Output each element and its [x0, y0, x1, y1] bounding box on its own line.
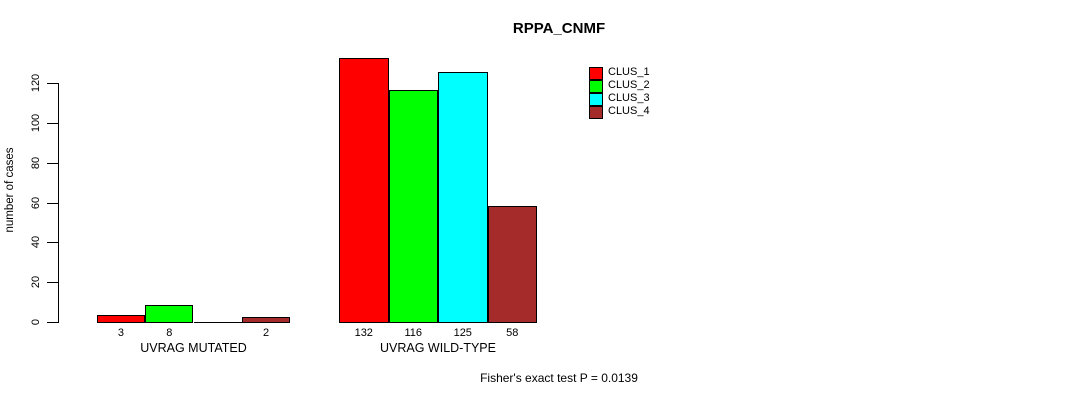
bar-value-label: 125 [453, 327, 472, 339]
bar-clus_2 [145, 305, 194, 323]
legend-swatch-clus_4 [589, 106, 603, 119]
bar-clus_1 [96, 315, 146, 323]
legend-swatch-clus_2 [589, 80, 603, 93]
legend-label-clus_4: CLUS_4 [608, 105, 650, 117]
legend-label-clus_1: CLUS_1 [608, 66, 650, 78]
y-tick-mark [47, 282, 58, 284]
bar-clus_1 [339, 58, 389, 323]
y-tick-mark [47, 242, 58, 244]
bar-value-label: 132 [354, 327, 373, 339]
legend-label-clus_2: CLUS_2 [608, 79, 650, 91]
bar-value-label: 116 [404, 327, 423, 339]
group-label-uvrag-wild-type: UVRAG WILD-TYPE [380, 341, 496, 355]
y-tick-mark [47, 322, 58, 323]
y-tick-mark [47, 162, 58, 164]
group-label-uvrag-mutated: UVRAG MUTATED [140, 341, 247, 355]
bar-clus_3-zero [193, 322, 242, 323]
bar-value-label: 58 [506, 327, 519, 339]
bar-clus_2 [388, 90, 438, 323]
legend-swatch-clus_3 [589, 93, 603, 106]
legend-swatch-clus_1 [589, 67, 603, 80]
bar-clus_4 [487, 206, 537, 323]
bar-clus_3 [438, 72, 488, 323]
legend-label-clus_3: CLUS_3 [608, 92, 650, 104]
chart-title: RPPA_CNMF [512, 20, 606, 37]
y-axis-line [58, 83, 59, 323]
fisher-test-annotation: Fisher's exact test P = 0.0139 [480, 371, 638, 385]
y-tick-mark [47, 123, 58, 125]
bar-value-label: 3 [117, 327, 124, 339]
bar-value-label: 2 [263, 327, 270, 339]
y-tick-mark [47, 83, 58, 85]
y-tick-mark [47, 202, 58, 204]
bar-value-label: 8 [166, 327, 173, 339]
bar-clus_4 [241, 317, 291, 323]
